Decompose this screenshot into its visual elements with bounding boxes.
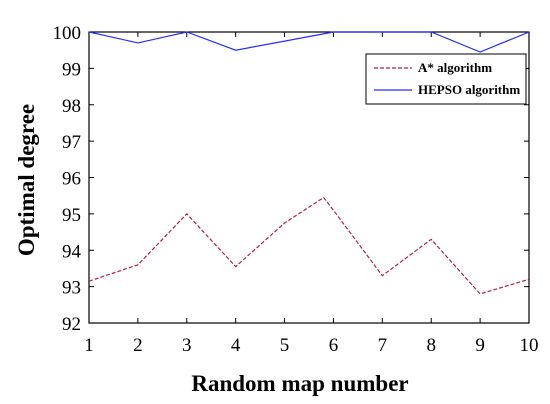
legend: A* algorithm HEPSO algorithm [365, 53, 527, 105]
plot-area [88, 31, 530, 324]
y-tick-label: 99 [62, 59, 81, 80]
x-tick-label: 1 [84, 335, 94, 356]
x-tick-label: 6 [329, 335, 339, 356]
y-tick-label: 98 [62, 96, 81, 117]
y-tick-label: 92 [62, 314, 81, 335]
series-line-a-star [89, 196, 529, 295]
x-tick-label: 4 [231, 335, 241, 356]
x-axis-title: Random map number [191, 371, 408, 396]
legend-label-a-star: A* algorithm [418, 60, 492, 75]
x-tick-label: 7 [378, 335, 388, 356]
y-tick-label: 94 [62, 241, 82, 262]
x-tick-labels: 1 2 3 4 5 6 7 8 9 10 [84, 335, 538, 356]
x-tick-label: 10 [520, 335, 539, 356]
legend-box [365, 53, 527, 105]
x-tick-label: 9 [475, 335, 485, 356]
y-tick-label: 100 [53, 23, 82, 44]
y-tick-label: 97 [62, 132, 81, 153]
y-tick-label: 96 [62, 169, 81, 190]
y-axis-title: Optimal degree [14, 104, 39, 256]
x-tick-label: 2 [133, 335, 143, 356]
series-layer [89, 31, 529, 295]
x-tick-label: 3 [182, 335, 192, 356]
y-tick-label: 93 [62, 278, 81, 299]
y-tick-label: 95 [62, 205, 81, 226]
x-tick-label: 8 [426, 335, 436, 356]
legend-label-hepso: HEPSO algorithm [418, 82, 520, 97]
y-tick-labels: 92 93 94 95 96 97 98 99 100 [53, 23, 82, 335]
x-tick-label: 5 [280, 335, 290, 356]
series-line-hepso [89, 31, 529, 53]
